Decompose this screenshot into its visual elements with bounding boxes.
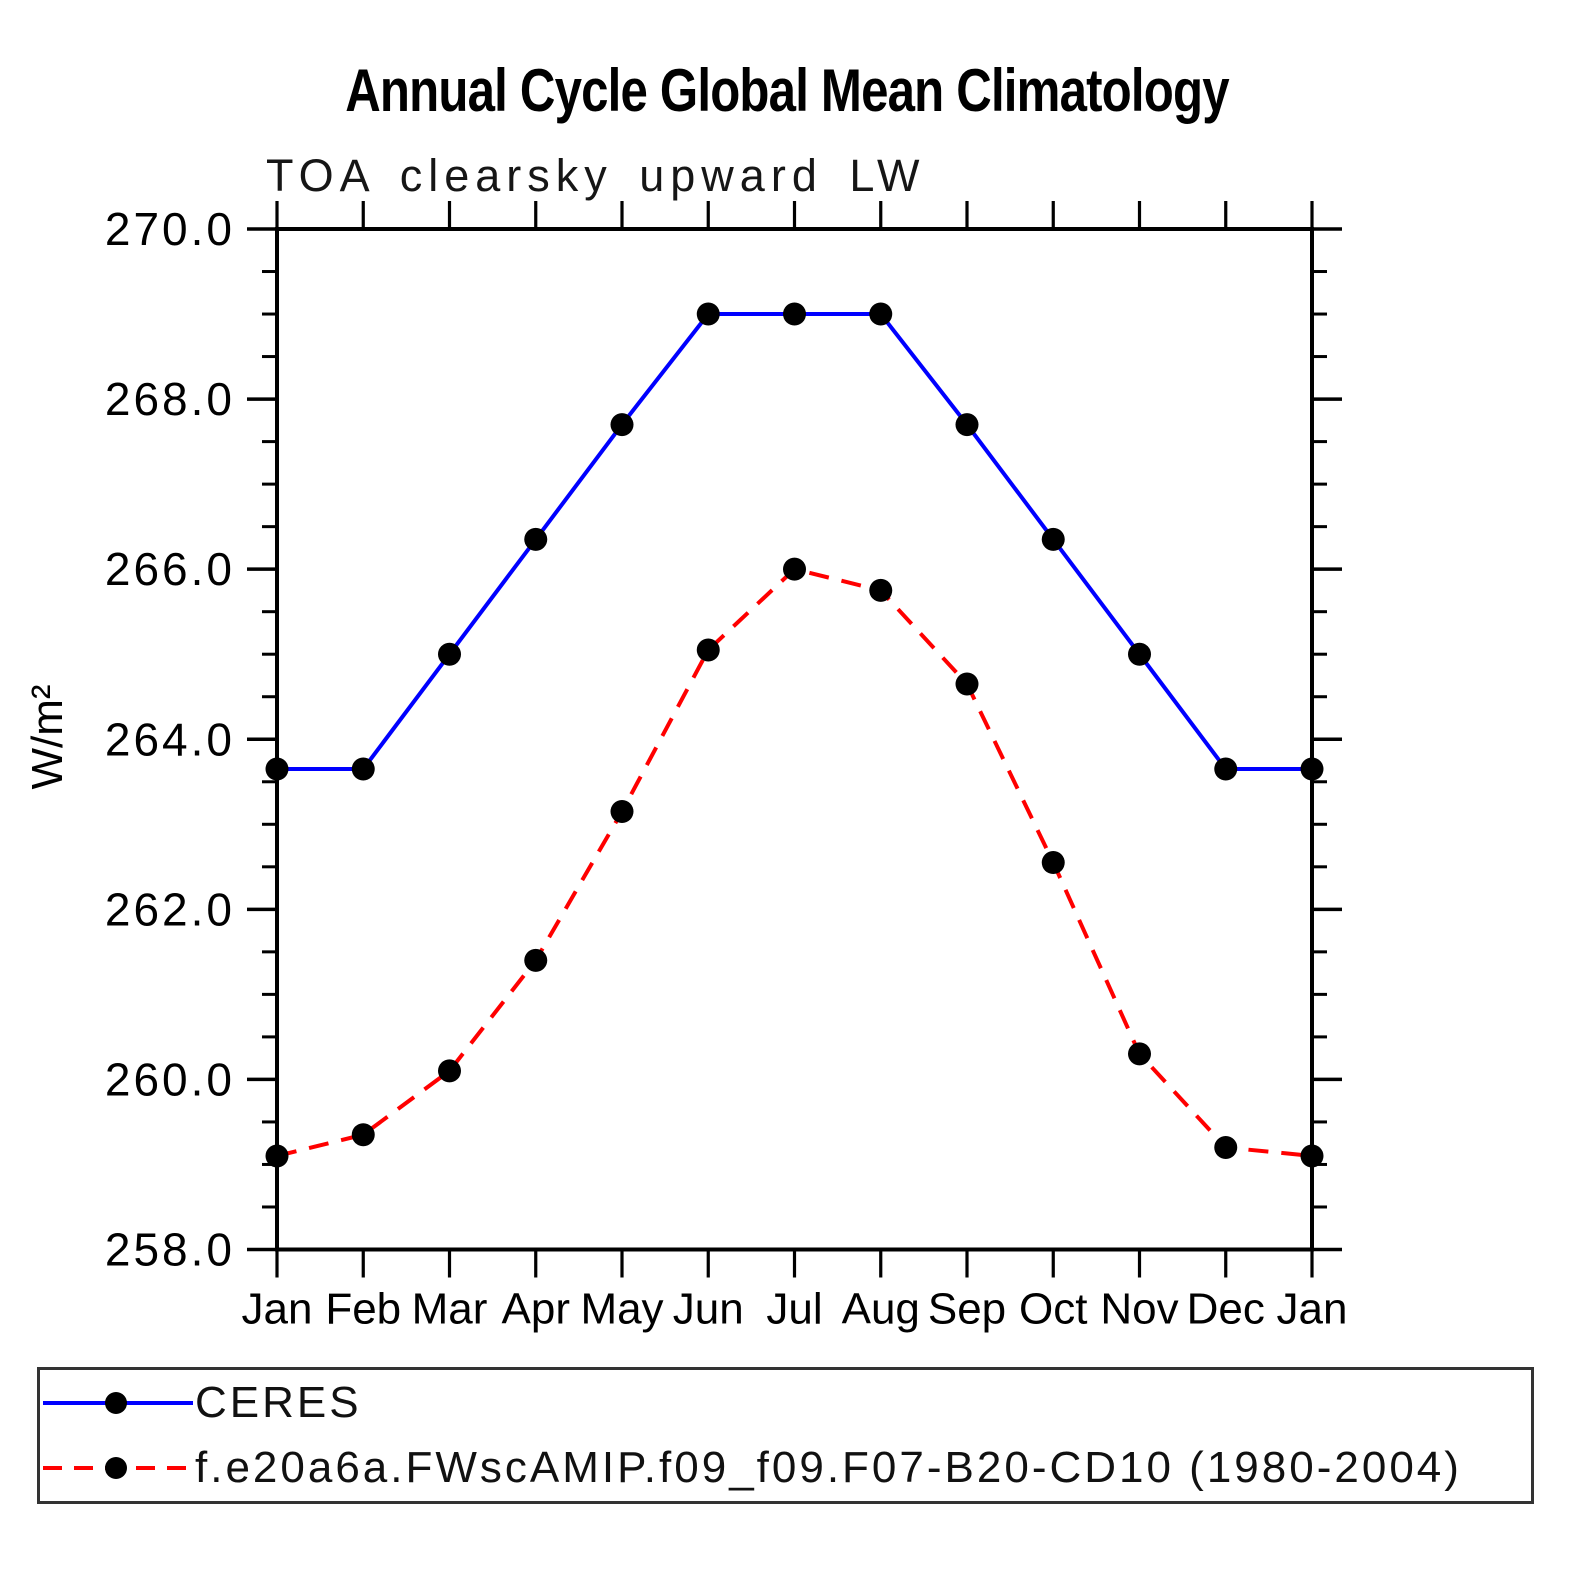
series-marker-model — [955, 672, 979, 696]
series-marker-ceres — [1128, 642, 1151, 666]
series-marker-ceres — [1300, 757, 1324, 781]
series-marker-model — [1214, 1135, 1238, 1159]
series-marker-ceres — [955, 413, 979, 437]
model-marker-dot-icon — [105, 1456, 127, 1479]
series-marker-ceres — [265, 757, 289, 781]
y-tick-label: 262.0 — [105, 883, 235, 935]
x-tick-label: Nov — [1100, 1285, 1178, 1334]
y-tick-label: 260.0 — [105, 1053, 235, 1105]
x-tick-label: Oct — [1019, 1285, 1087, 1334]
legend-label-ceres: CERES — [195, 1377, 362, 1427]
x-tick-label: May — [580, 1285, 663, 1334]
series-marker-model — [869, 578, 893, 602]
x-tick-label: Apr — [502, 1285, 570, 1334]
y-tick-label: 264.0 — [105, 713, 235, 765]
series-marker-ceres — [783, 302, 806, 326]
series-line-model — [276, 566, 1313, 1158]
series-marker-model — [438, 1059, 461, 1083]
series-marker-ceres — [1214, 757, 1238, 781]
series-line-ceres — [277, 312, 1312, 772]
series-marker-ceres — [524, 527, 548, 551]
series-marker-model — [265, 1144, 289, 1168]
ceres-marker-dot-icon — [105, 1391, 127, 1414]
legend-box: CERES f.e20a6a.FWscAMIP.f09_f09.F07-B20-… — [37, 1367, 1534, 1504]
x-tick-label: Jan — [1277, 1285, 1348, 1334]
series-marker-model — [1300, 1144, 1324, 1168]
series-marker-model — [610, 800, 634, 824]
legend-swatch-ceres — [43, 1391, 193, 1415]
y-axis-title: W/m² — [23, 684, 72, 789]
x-tick-label: Jun — [673, 1285, 744, 1334]
series-marker-ceres — [351, 757, 375, 781]
chart-subtitle: TOA clearsky upward LW — [266, 150, 926, 201]
x-tick-label: Feb — [325, 1285, 401, 1334]
series-marker-model — [1041, 851, 1065, 875]
legend-item-model: f.e20a6a.FWscAMIP.f09_f09.F07-B20-CD10 (… — [40, 1435, 1531, 1500]
series-marker-model — [351, 1123, 375, 1147]
y-tick-label: 268.0 — [105, 373, 235, 425]
x-tick-label: Sep — [928, 1285, 1006, 1334]
legend-item-ceres: CERES — [40, 1370, 1531, 1435]
legend-label-model: f.e20a6a.FWscAMIP.f09_f09.F07-B20-CD10 (… — [195, 1442, 1462, 1492]
y-tick-label: 258.0 — [105, 1224, 235, 1276]
x-tick-label: Aug — [842, 1285, 920, 1334]
plot-area: Jan Feb Mar Apr May Jun Jul Aug Sep Oct Nov Dec Jan2… — [23, 201, 1348, 1334]
x-tick-label: Jul — [766, 1285, 822, 1334]
series-marker-model — [783, 557, 806, 581]
x-tick-label: Jan — [242, 1285, 313, 1334]
series-marker-ceres — [438, 642, 461, 666]
series-marker-ceres — [1041, 527, 1065, 551]
legend-swatch-model — [43, 1456, 193, 1480]
series-marker-ceres — [696, 302, 720, 326]
series-marker-ceres — [869, 302, 893, 326]
plot-frame — [275, 227, 1314, 1252]
x-tick-label: Dec — [1187, 1285, 1265, 1334]
chart-title: Annual Cycle Global Mean Climatology — [345, 57, 1229, 124]
series-marker-model — [1128, 1042, 1151, 1066]
series-marker-ceres — [610, 413, 634, 437]
y-tick-label: 270.0 — [105, 203, 235, 255]
x-tick-label: Mar — [412, 1285, 488, 1334]
series-marker-model — [696, 638, 720, 662]
series-marker-model — [524, 948, 548, 972]
y-tick-label: 266.0 — [105, 543, 235, 595]
